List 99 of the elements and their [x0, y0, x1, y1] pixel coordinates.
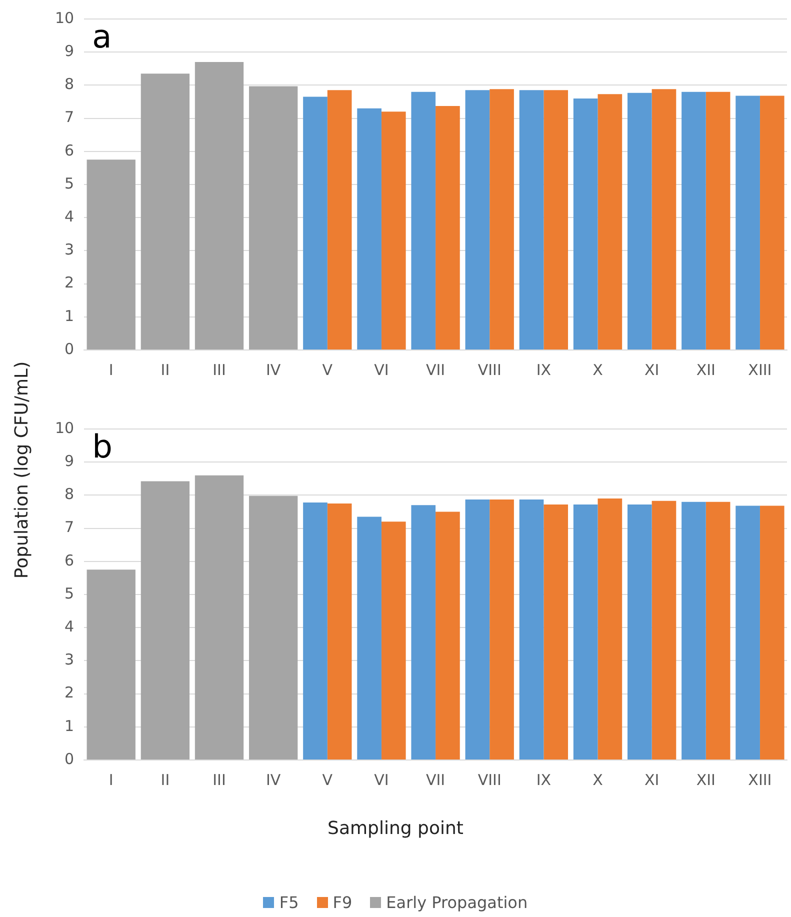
bar [194, 62, 244, 350]
bar [519, 90, 544, 350]
x-tick-label: IV [266, 770, 282, 789]
bar [303, 502, 328, 760]
x-tick-label: VI [374, 360, 389, 379]
legend-label: F9 [332, 893, 352, 912]
x-tick-label: XIII [748, 360, 772, 379]
bar [465, 500, 490, 760]
bar [490, 500, 514, 760]
x-tick-label: V [322, 770, 334, 789]
bar [519, 500, 544, 760]
x-tick-label: II [160, 770, 170, 789]
x-tick-label: XI [644, 360, 660, 379]
y-tick-label: 8 [64, 75, 74, 94]
x-tick-label: XII [696, 770, 716, 789]
x-tick-label: XII [696, 360, 716, 379]
bar [598, 94, 622, 350]
x-tick-label: I [108, 770, 114, 789]
y-tick-label: 3 [64, 240, 74, 259]
bar [303, 96, 328, 350]
bar [465, 90, 490, 350]
bar [736, 96, 760, 350]
y-tick-label: 5 [64, 584, 74, 602]
bar [682, 502, 706, 760]
y-tick-label: 10 [54, 8, 74, 27]
bar [490, 89, 514, 350]
y-tick-label: 2 [64, 684, 74, 702]
bar [544, 90, 568, 350]
bar [411, 92, 436, 350]
x-axis-title: Sampling point [326, 818, 464, 839]
y-axis-title: Population (log CFU/mL) [12, 361, 32, 579]
y-tick-label: 3 [64, 650, 74, 669]
y-tick-label: 7 [64, 108, 74, 126]
y-tick-label: 2 [64, 274, 74, 292]
y-tick-label: 0 [64, 340, 74, 358]
bar [436, 512, 460, 760]
bar [327, 90, 352, 350]
y-tick-label: 7 [64, 518, 74, 536]
x-tick-label: III [212, 360, 226, 379]
bar [598, 498, 622, 760]
bar [249, 86, 298, 350]
x-tick-label: I [108, 360, 114, 379]
bar [327, 503, 352, 760]
x-tick-label: XIII [748, 770, 772, 789]
bar [652, 89, 676, 350]
x-tick-label: VIII [478, 770, 502, 789]
bar [436, 106, 460, 350]
chart-title: b [92, 427, 112, 466]
y-tick-label: 6 [64, 551, 74, 570]
bar [573, 504, 598, 760]
x-tick-label: VIII [478, 360, 502, 379]
x-tick-label: XI [644, 770, 660, 789]
x-tick-label: VI [374, 770, 389, 789]
x-tick-label: IX [536, 360, 552, 379]
bar [706, 92, 730, 350]
bar [760, 96, 784, 350]
bar [381, 112, 406, 350]
bar [194, 475, 244, 760]
x-tick-label: V [322, 360, 334, 379]
y-tick-label: 9 [64, 42, 74, 60]
bar [760, 506, 784, 760]
bar [627, 92, 652, 350]
bar [357, 108, 382, 350]
bar [706, 502, 730, 760]
bar [573, 98, 598, 350]
bar [86, 160, 136, 350]
y-tick-label: 4 [64, 617, 74, 636]
legend-label: F5 [278, 893, 299, 912]
y-tick-label: 9 [64, 452, 74, 470]
bar [381, 522, 406, 760]
bar [736, 506, 760, 760]
y-tick-label: 1 [64, 306, 74, 325]
bar [357, 516, 382, 760]
bar [249, 496, 298, 760]
bar [682, 92, 706, 350]
x-tick-label: X [592, 770, 603, 789]
y-tick-label: 4 [64, 207, 74, 226]
bar [140, 481, 190, 760]
x-tick-label: VII [426, 360, 446, 379]
x-tick-label: IX [536, 770, 552, 789]
y-tick-label: 8 [64, 485, 74, 504]
y-tick-label: 1 [64, 716, 74, 735]
bar [544, 504, 568, 760]
y-tick-label: 10 [54, 418, 74, 437]
bar [86, 570, 136, 760]
y-tick-label: 5 [64, 174, 74, 192]
x-tick-label: III [212, 770, 226, 789]
bar [627, 504, 652, 760]
bar [140, 74, 190, 350]
x-tick-label: VII [426, 770, 446, 789]
x-tick-label: X [592, 360, 603, 379]
y-tick-label: 0 [64, 750, 74, 768]
bar [411, 505, 436, 760]
y-tick-label: 6 [64, 141, 74, 160]
chart-title: a [92, 17, 112, 56]
bar [652, 500, 676, 760]
x-tick-label: II [160, 360, 170, 379]
x-tick-label: IV [266, 360, 282, 379]
legend-label: Early Propagation [385, 893, 528, 912]
